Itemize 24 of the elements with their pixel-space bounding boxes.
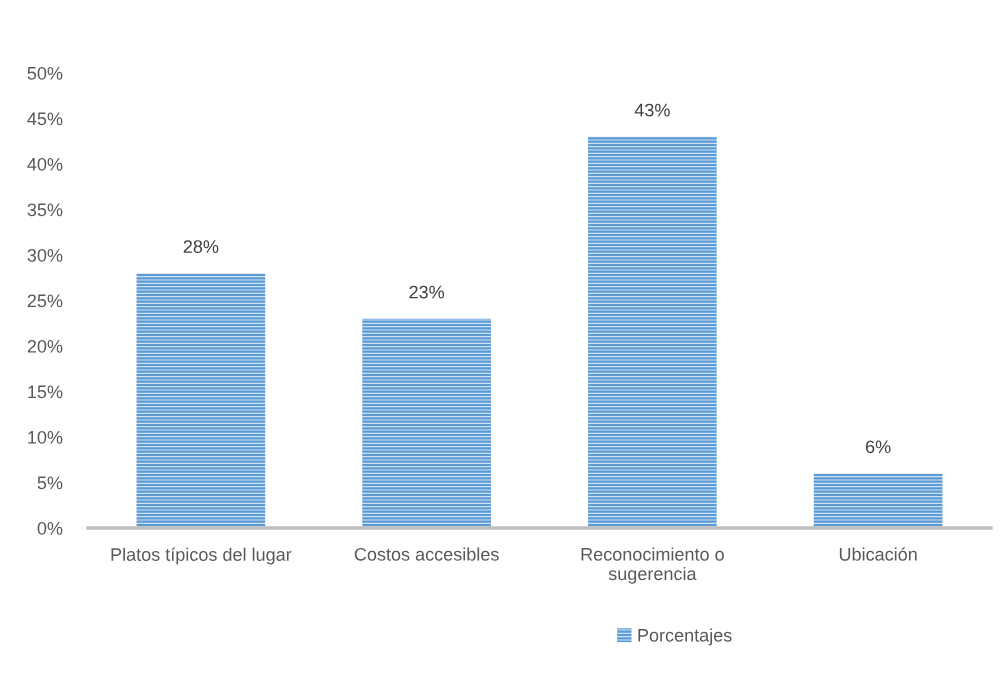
data-label: 23% [409,285,445,299]
x-tick-label: Platos típicos del lugar [111,547,292,565]
y-tick-label: 45% [27,112,63,126]
y-tick-label: 20% [27,339,63,353]
data-label: 28% [183,240,219,253]
y-tick-label: 40% [27,157,63,171]
y-tick-label: 30% [27,248,63,262]
y-tick-label: 0% [37,521,63,535]
x-tick-label: Ubicación [839,547,917,561]
data-label: 43% [634,103,670,117]
bar [136,273,266,528]
x-tick-label: Reconocimiento o sugerencia [581,547,724,584]
legend-label: Porcentajes [638,628,732,646]
bar [588,136,717,528]
y-tick-label: 25% [27,294,63,308]
y-tick-label: 50% [27,66,63,80]
y-tick-label: 5% [37,476,63,490]
x-tick-label: Costos accesibles [354,547,499,561]
y-tick-label: 35% [27,203,63,217]
bar [813,473,943,528]
bar [362,318,491,528]
y-tick-label: 15% [28,385,63,399]
y-tick-label: 10% [28,430,63,444]
data-label: 6% [865,440,891,454]
